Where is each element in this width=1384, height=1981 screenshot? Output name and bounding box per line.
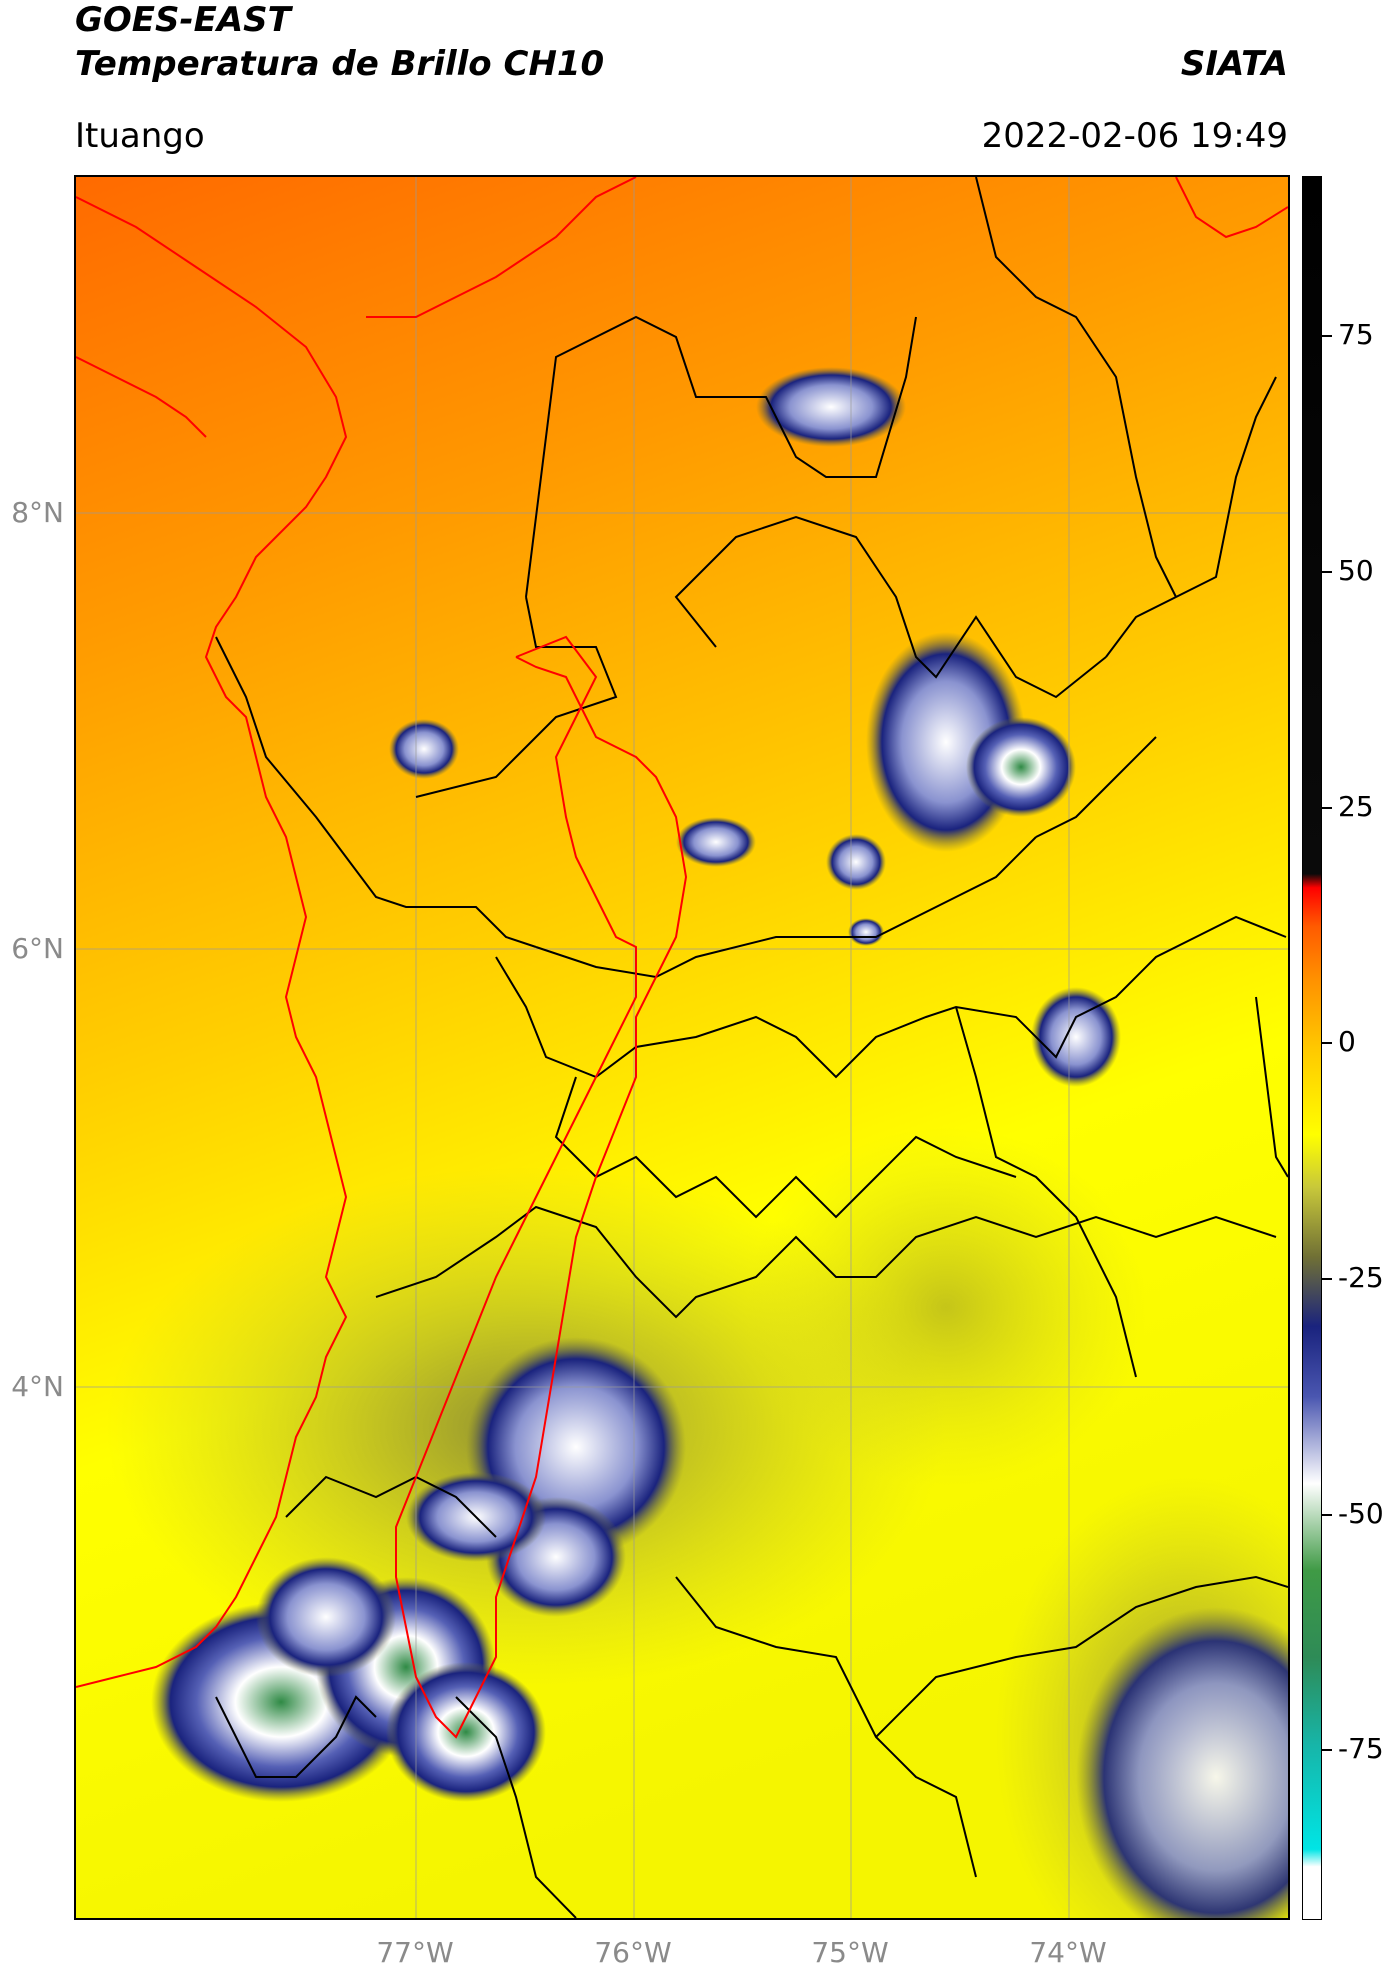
colorbar-tick-label: -25 xyxy=(1338,1260,1384,1294)
haze-east xyxy=(746,1127,1146,1487)
colorbar-tick xyxy=(1322,1277,1332,1280)
colorbar-tick xyxy=(1322,806,1332,809)
colorbar-tick xyxy=(1322,1513,1332,1516)
department-borders xyxy=(215,177,1288,1918)
lat-label-8n: 8°N xyxy=(11,496,64,529)
coastline xyxy=(76,177,1288,1688)
organization-label: SIATA xyxy=(1180,44,1288,84)
station-label: Ituango xyxy=(75,116,205,156)
colorbar-tick-label: -75 xyxy=(1338,1732,1384,1766)
lat-label-6n: 6°N xyxy=(11,932,64,965)
colorbar-tick-label: 0 xyxy=(1338,1025,1356,1059)
title-satellite: GOES-EAST xyxy=(75,0,291,40)
colorbar-tick xyxy=(1322,1042,1332,1045)
watershed-outline xyxy=(395,635,688,1739)
lat-label-4n: 4°N xyxy=(11,1370,64,1403)
timestamp-label: 2022-02-06 19:49 xyxy=(981,116,1288,156)
satellite-map[interactable] xyxy=(74,175,1290,1920)
colorbar-tick-label: 50 xyxy=(1338,553,1374,587)
lon-label-76w: 76°W xyxy=(594,1936,672,1969)
colorbar-tick xyxy=(1322,335,1332,338)
lon-label-77w: 77°W xyxy=(376,1936,454,1969)
colorbar-tick xyxy=(1322,1749,1332,1752)
colorbar-tick-label: 75 xyxy=(1338,318,1374,352)
colorbar-tick-label: 25 xyxy=(1338,789,1374,823)
title-product: Temperatura de Brillo CH10 xyxy=(75,44,605,84)
colorbar-tick xyxy=(1322,570,1332,573)
map-canvas xyxy=(76,177,1288,1918)
lon-label-75w: 75°W xyxy=(811,1936,889,1969)
colorbar xyxy=(1302,176,1322,1920)
colorbar-tick-label: -50 xyxy=(1338,1496,1384,1530)
lon-label-74w: 74°W xyxy=(1029,1936,1107,1969)
